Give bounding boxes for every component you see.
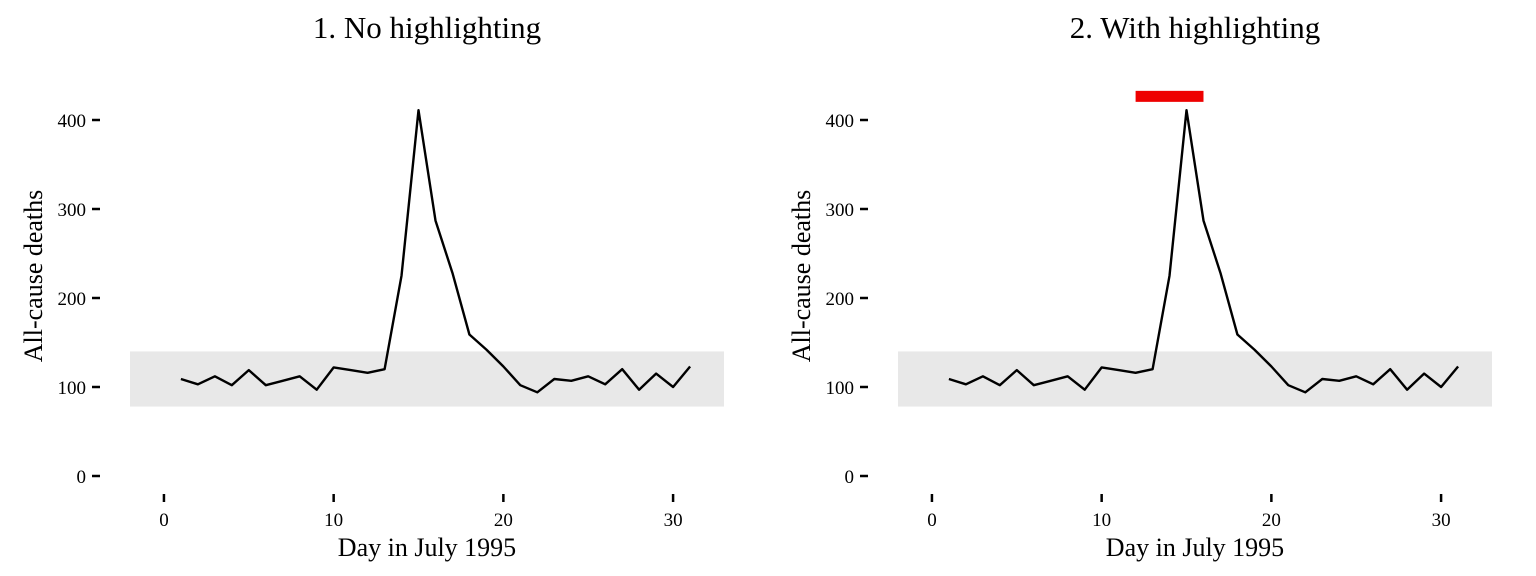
y-tick-label: 0	[77, 467, 87, 488]
x-axis-label: Day in July 1995	[338, 533, 516, 562]
x-axis-label: Day in July 1995	[1106, 533, 1284, 562]
series-line	[948, 108, 1460, 394]
y-tick-label: 0	[845, 467, 855, 488]
chart-title: 1. No highlighting	[313, 10, 541, 45]
y-tick-label: 300	[826, 200, 855, 221]
x-tick-label: 30	[664, 510, 683, 531]
reference-band	[898, 351, 1492, 407]
x-tick-label: 0	[159, 510, 169, 531]
y-tick-label: 200	[58, 289, 87, 310]
x-tick-label: 20	[494, 510, 513, 531]
y-tick-label: 300	[58, 200, 87, 221]
y-tick-label: 100	[58, 378, 87, 399]
y-tick-label: 400	[826, 111, 855, 132]
chart-panel-1: 1. No highlighting 0 100 200 300 400 0 10 20 30 Da…	[19, 10, 724, 562]
y-tick-label: 400	[58, 111, 87, 132]
chart-title: 2. With highlighting	[1070, 10, 1321, 45]
x-tick-label: 10	[324, 510, 343, 531]
highlight-bar	[1135, 90, 1204, 102]
y-tick-label: 100	[826, 378, 855, 399]
x-tick-label: 20	[1262, 510, 1281, 531]
chart-panel-2: 2. With highlighting 0 100 200 300 400 0 10 20 30…	[787, 10, 1492, 562]
x-tick-label: 0	[927, 510, 937, 531]
reference-band	[130, 351, 724, 407]
series-line	[180, 108, 692, 394]
y-axis-label: All-cause deaths	[19, 190, 48, 363]
y-tick-label: 200	[826, 289, 855, 310]
x-tick-label: 30	[1432, 510, 1451, 531]
y-axis-label: All-cause deaths	[787, 190, 816, 363]
x-tick-label: 10	[1092, 510, 1111, 531]
